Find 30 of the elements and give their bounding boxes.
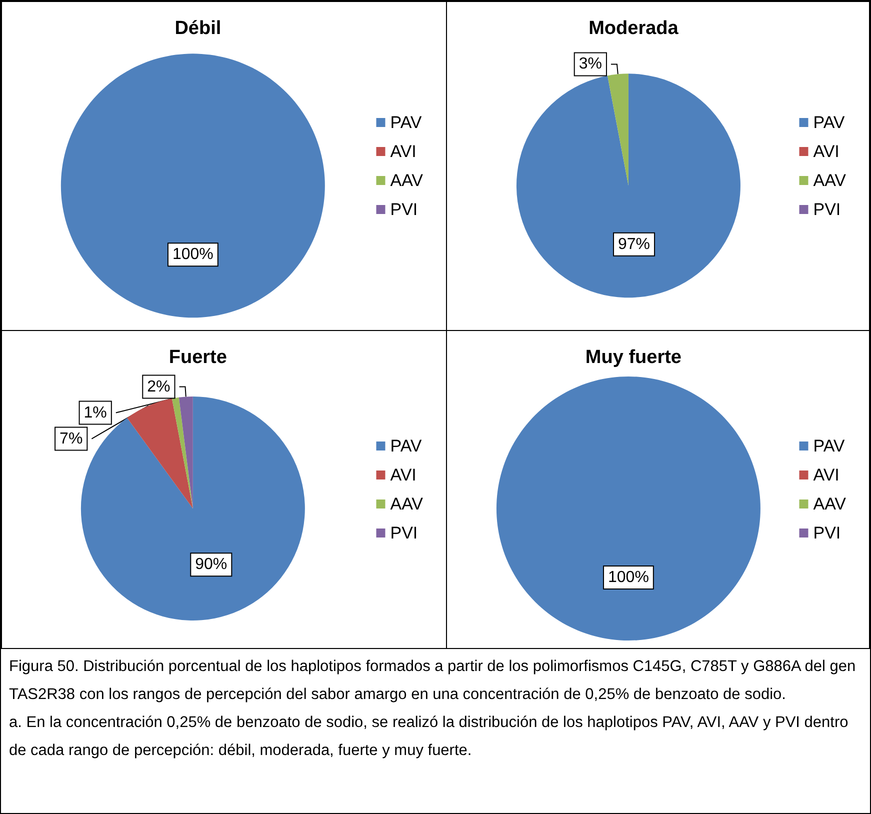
chart-title: Muy fuerte — [585, 347, 682, 368]
legend-label: PAV — [390, 113, 422, 132]
data-label: 2% — [147, 378, 170, 396]
text: Figura 50. Distribución porcentual de los haplotipos formados a partir de los polimorfismos C145G, C785T y G886A del gen TAS2R38 con los rangos de percepción del sabor amargo en una concentración de 0,25% de benzoato de sodio. — [9, 657, 857, 705]
legend-label: AVI — [813, 466, 840, 484]
data-label: 7% — [60, 430, 83, 448]
legend-label: PVI — [813, 200, 841, 219]
legend-label: AVI — [813, 142, 840, 161]
legend-label: AAV — [390, 171, 424, 190]
legend-label: PVI — [390, 200, 418, 219]
legend-label: AAV — [813, 171, 847, 190]
data-label: 3% — [578, 56, 602, 73]
legend-label: AAV — [813, 494, 847, 514]
legend-label: PVI — [390, 524, 418, 542]
legend-label: AVI — [390, 142, 416, 161]
legend-label: PAV — [390, 436, 422, 456]
legend-label: PAV — [813, 436, 846, 456]
legend-label: AAV — [390, 494, 424, 514]
legend-label: PVI — [813, 524, 841, 542]
text: a. En la concentración 0,25% de benzoato de sodio, se realizó la distribución de los haplotipos PAV, AVI, AAV y PVI dentro de cada rango de percepción: débil, moderada, fuerte y muy fuerte. — [9, 713, 850, 761]
legend-label: AVI — [390, 466, 416, 484]
chart-title: Débil — [174, 18, 222, 39]
data-label: 97% — [618, 236, 650, 253]
data-label: 100% — [608, 569, 649, 586]
chart-title: Fuerte — [168, 347, 227, 368]
data-label: 1% — [84, 404, 107, 422]
data-label: 90% — [195, 556, 228, 574]
data-label: 100% — [172, 246, 214, 264]
legend-label: PAV — [813, 113, 846, 132]
chart-title: Moderada — [588, 18, 679, 39]
